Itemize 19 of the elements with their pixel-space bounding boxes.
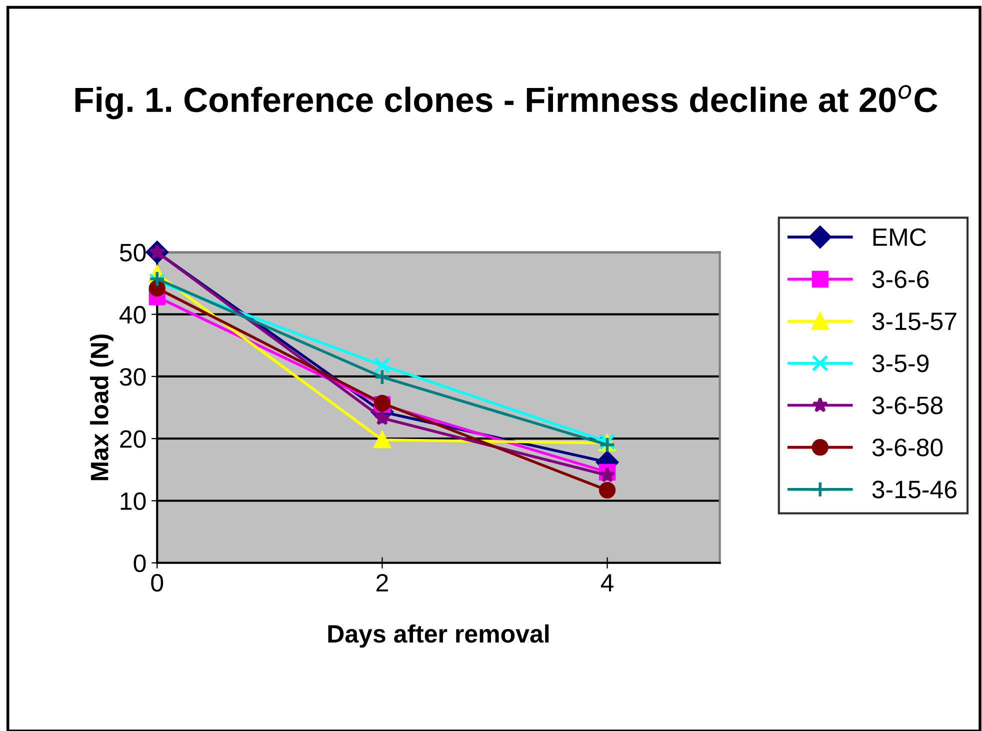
y-tick-label: 0: [134, 554, 146, 572]
legend-label: EMC: [873, 228, 926, 246]
legend-label: 3-6-58: [872, 396, 943, 414]
x-tick-label: 2: [376, 574, 388, 592]
legend-label: 3-5-9: [872, 354, 929, 372]
y-tick-label: 50: [120, 244, 146, 262]
chart-title: Fig. 1. Conference clones - Firmness decline at 20$^{o}$C: [75, 84, 938, 120]
x-tick-label: 0: [151, 574, 164, 592]
x-axis-title: Days after removal: [328, 624, 549, 648]
y-tick-label: 40: [119, 306, 146, 324]
legend-label: 3-15-57: [872, 312, 956, 330]
y-tick-label: 20: [120, 430, 146, 448]
y-tick-label: 30: [120, 368, 146, 386]
legend-label: 3-6-6: [872, 270, 929, 288]
legend-label: 3-15-46: [872, 480, 956, 498]
legend-label: 3-6-80: [872, 438, 943, 456]
y-tick-label: 10: [120, 492, 146, 510]
y-axis-title: Max load (N): [90, 334, 114, 480]
x-tick-label: 4: [600, 574, 614, 592]
